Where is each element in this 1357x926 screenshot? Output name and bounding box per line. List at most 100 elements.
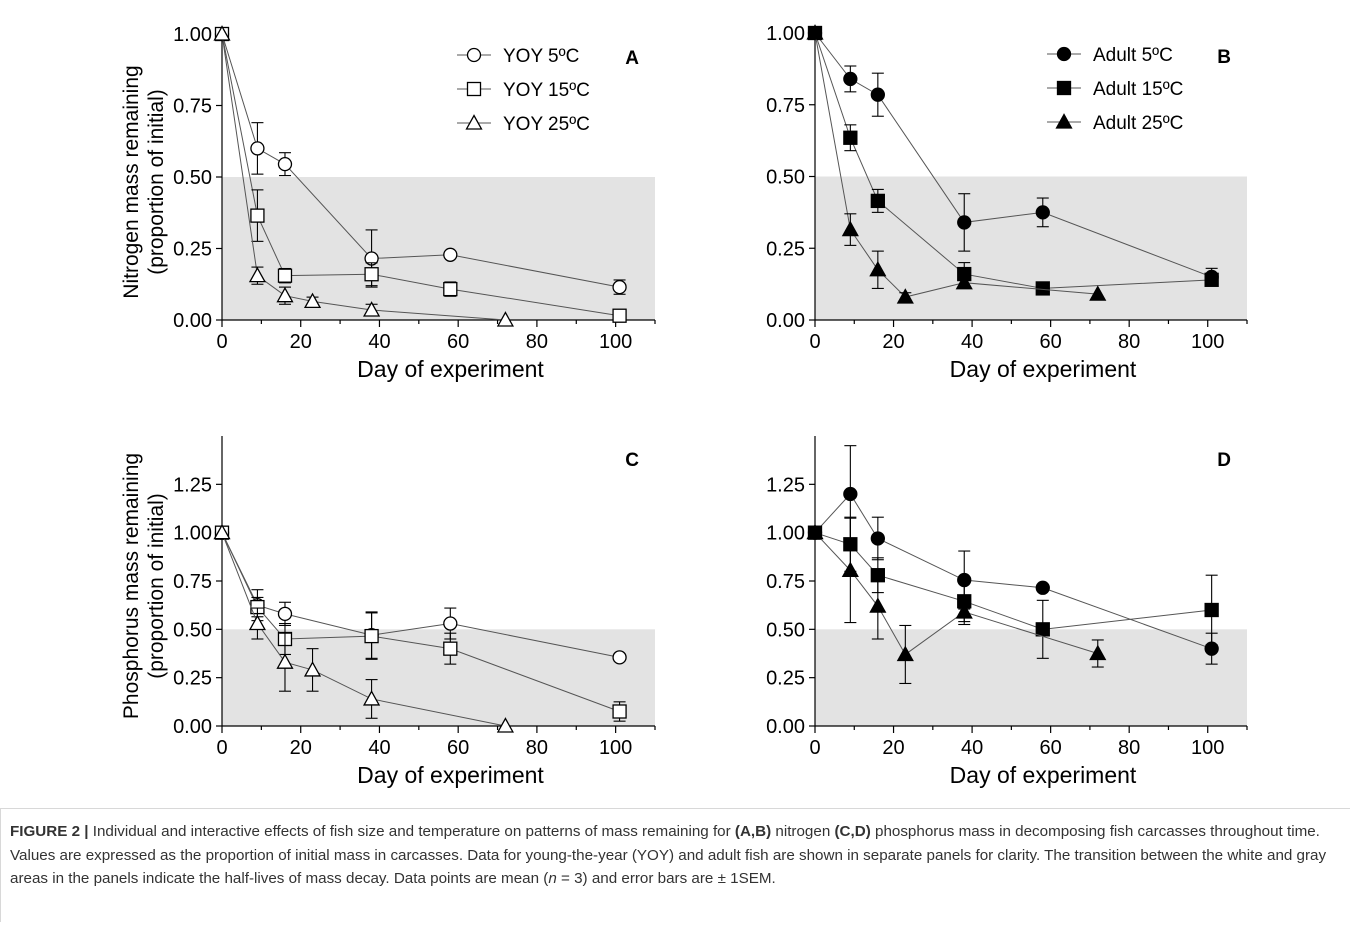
x-axis-label: Day of experiment: [357, 762, 544, 788]
data-point: [443, 641, 458, 656]
x-tick-label: 20: [882, 331, 904, 353]
y-tick-label: 0.25: [766, 238, 805, 260]
panel-letter: D: [1217, 450, 1231, 471]
x-axis-label: Day of experiment: [357, 356, 544, 382]
chart-panel-c: 0.00 0.25 0.50 0.75 1.00 1.25 0 20 40 60 80 100 Day …: [120, 436, 656, 788]
y-tick-label: 0.50: [766, 619, 805, 641]
data-point: [250, 208, 265, 223]
data-point: [496, 717, 514, 733]
data-point: [1035, 622, 1050, 637]
legend-marker: [1056, 46, 1072, 62]
data-point: [843, 130, 858, 145]
series-line: [221, 33, 620, 317]
data-point: [443, 247, 458, 262]
x-tick-label: 0: [216, 331, 227, 353]
x-tick-label: 60: [1040, 737, 1062, 759]
half-life-shaded-region: [222, 629, 655, 726]
data-point: [870, 87, 885, 102]
y-tick-label: 1.25: [766, 474, 805, 496]
data-point: [957, 215, 972, 230]
data-point: [248, 614, 267, 631]
y-tick-label: 1.25: [173, 474, 212, 496]
data-point: [277, 606, 293, 622]
data-point: [955, 273, 973, 290]
legend: YOY 5ºC YOY 15ºC YOY 25ºC: [457, 46, 590, 135]
legend-marker: [466, 47, 482, 63]
data-point: [363, 690, 381, 706]
y-tick-label: 0.00: [766, 310, 805, 332]
x-tick-label: 40: [961, 737, 983, 759]
legend-label: YOY 25ºC: [503, 114, 590, 135]
y-tick-label: 1.00: [766, 523, 805, 545]
data-point: [896, 645, 914, 662]
series-3: [213, 523, 514, 733]
series-line: [221, 532, 620, 658]
series-3: [213, 25, 514, 327]
half-life-shaded-region: [222, 177, 655, 320]
data-point: [843, 486, 858, 502]
legend-marker: [465, 114, 483, 130]
legend-label: Adult 15ºC: [1093, 79, 1183, 100]
x-tick-label: 60: [1040, 331, 1062, 353]
legend-label: Adult 25ºC: [1093, 113, 1183, 134]
data-point: [896, 288, 914, 304]
y-axis-label: Nitrogen mass remaining: [120, 65, 143, 298]
data-point: [276, 286, 294, 303]
chart-panel-a: 0.00 0.25 0.50 0.75 1.00 0 20 40 60 80 100 Day of e…: [120, 24, 656, 382]
x-axis-label: Day of experiment: [950, 762, 1137, 788]
data-point: [364, 267, 379, 282]
y-tick-label: 0.00: [173, 716, 212, 738]
data-point: [277, 268, 293, 283]
y-tick-label: 0.75: [173, 571, 212, 593]
series-line: [814, 32, 1098, 298]
data-point: [496, 311, 514, 327]
x-tick-label: 40: [368, 331, 390, 353]
series-line: [221, 33, 506, 321]
data-point: [612, 279, 627, 295]
x-axis-label: Day of experiment: [950, 356, 1137, 382]
x-tick-label: 0: [809, 331, 820, 353]
legend-label: Adult 5ºC: [1093, 45, 1173, 66]
y-tick-label: 0.25: [766, 668, 805, 690]
data-point: [443, 281, 458, 297]
x-tick-label: 0: [216, 737, 227, 759]
panel-letter: A: [625, 48, 639, 69]
data-point: [364, 628, 379, 644]
data-point: [869, 260, 887, 277]
x-tick-label: 80: [1118, 737, 1140, 759]
data-point: [1035, 580, 1050, 595]
x-tick-label: 40: [961, 331, 983, 353]
data-point: [806, 24, 824, 40]
caption-frame: [0, 808, 1350, 922]
data-point: [277, 156, 293, 172]
series-line: [814, 493, 1212, 650]
x-tick-label: 100: [1191, 331, 1224, 353]
figure-caption: FIGURE 2 | Individual and interactive ef…: [10, 820, 1345, 891]
x-tick-label: 20: [290, 737, 312, 759]
data-point: [1089, 285, 1107, 301]
y-tick-label: 0.50: [173, 167, 212, 189]
panel-letter: B: [1217, 47, 1231, 68]
chart-panel-d: 0.00 0.25 0.50 0.75 1.00 1.25 0 20 40 60 80 100 Day …: [766, 436, 1248, 788]
data-point: [1089, 644, 1107, 661]
data-point: [443, 616, 458, 631]
series-2: [214, 26, 627, 323]
x-tick-label: 20: [882, 737, 904, 759]
series-line: [814, 532, 1098, 656]
data-point: [870, 531, 885, 546]
series-line: [221, 33, 620, 288]
y-axis-label: Phosphorus mass remaining: [120, 453, 143, 719]
data-point: [276, 653, 294, 669]
y-axis-label: (proportion of initial): [145, 89, 168, 275]
series-2: [214, 525, 627, 722]
data-point: [213, 523, 231, 540]
half-life-shaded-region: [815, 176, 1247, 320]
series-3: [806, 24, 1107, 304]
x-tick-label: 100: [599, 737, 632, 759]
y-tick-label: 0.75: [766, 571, 805, 593]
caption-label: FIGURE 2 |: [10, 823, 89, 840]
data-point: [1035, 281, 1050, 296]
data-point: [612, 650, 627, 665]
x-tick-label: 100: [599, 331, 632, 353]
data-point: [869, 597, 887, 613]
